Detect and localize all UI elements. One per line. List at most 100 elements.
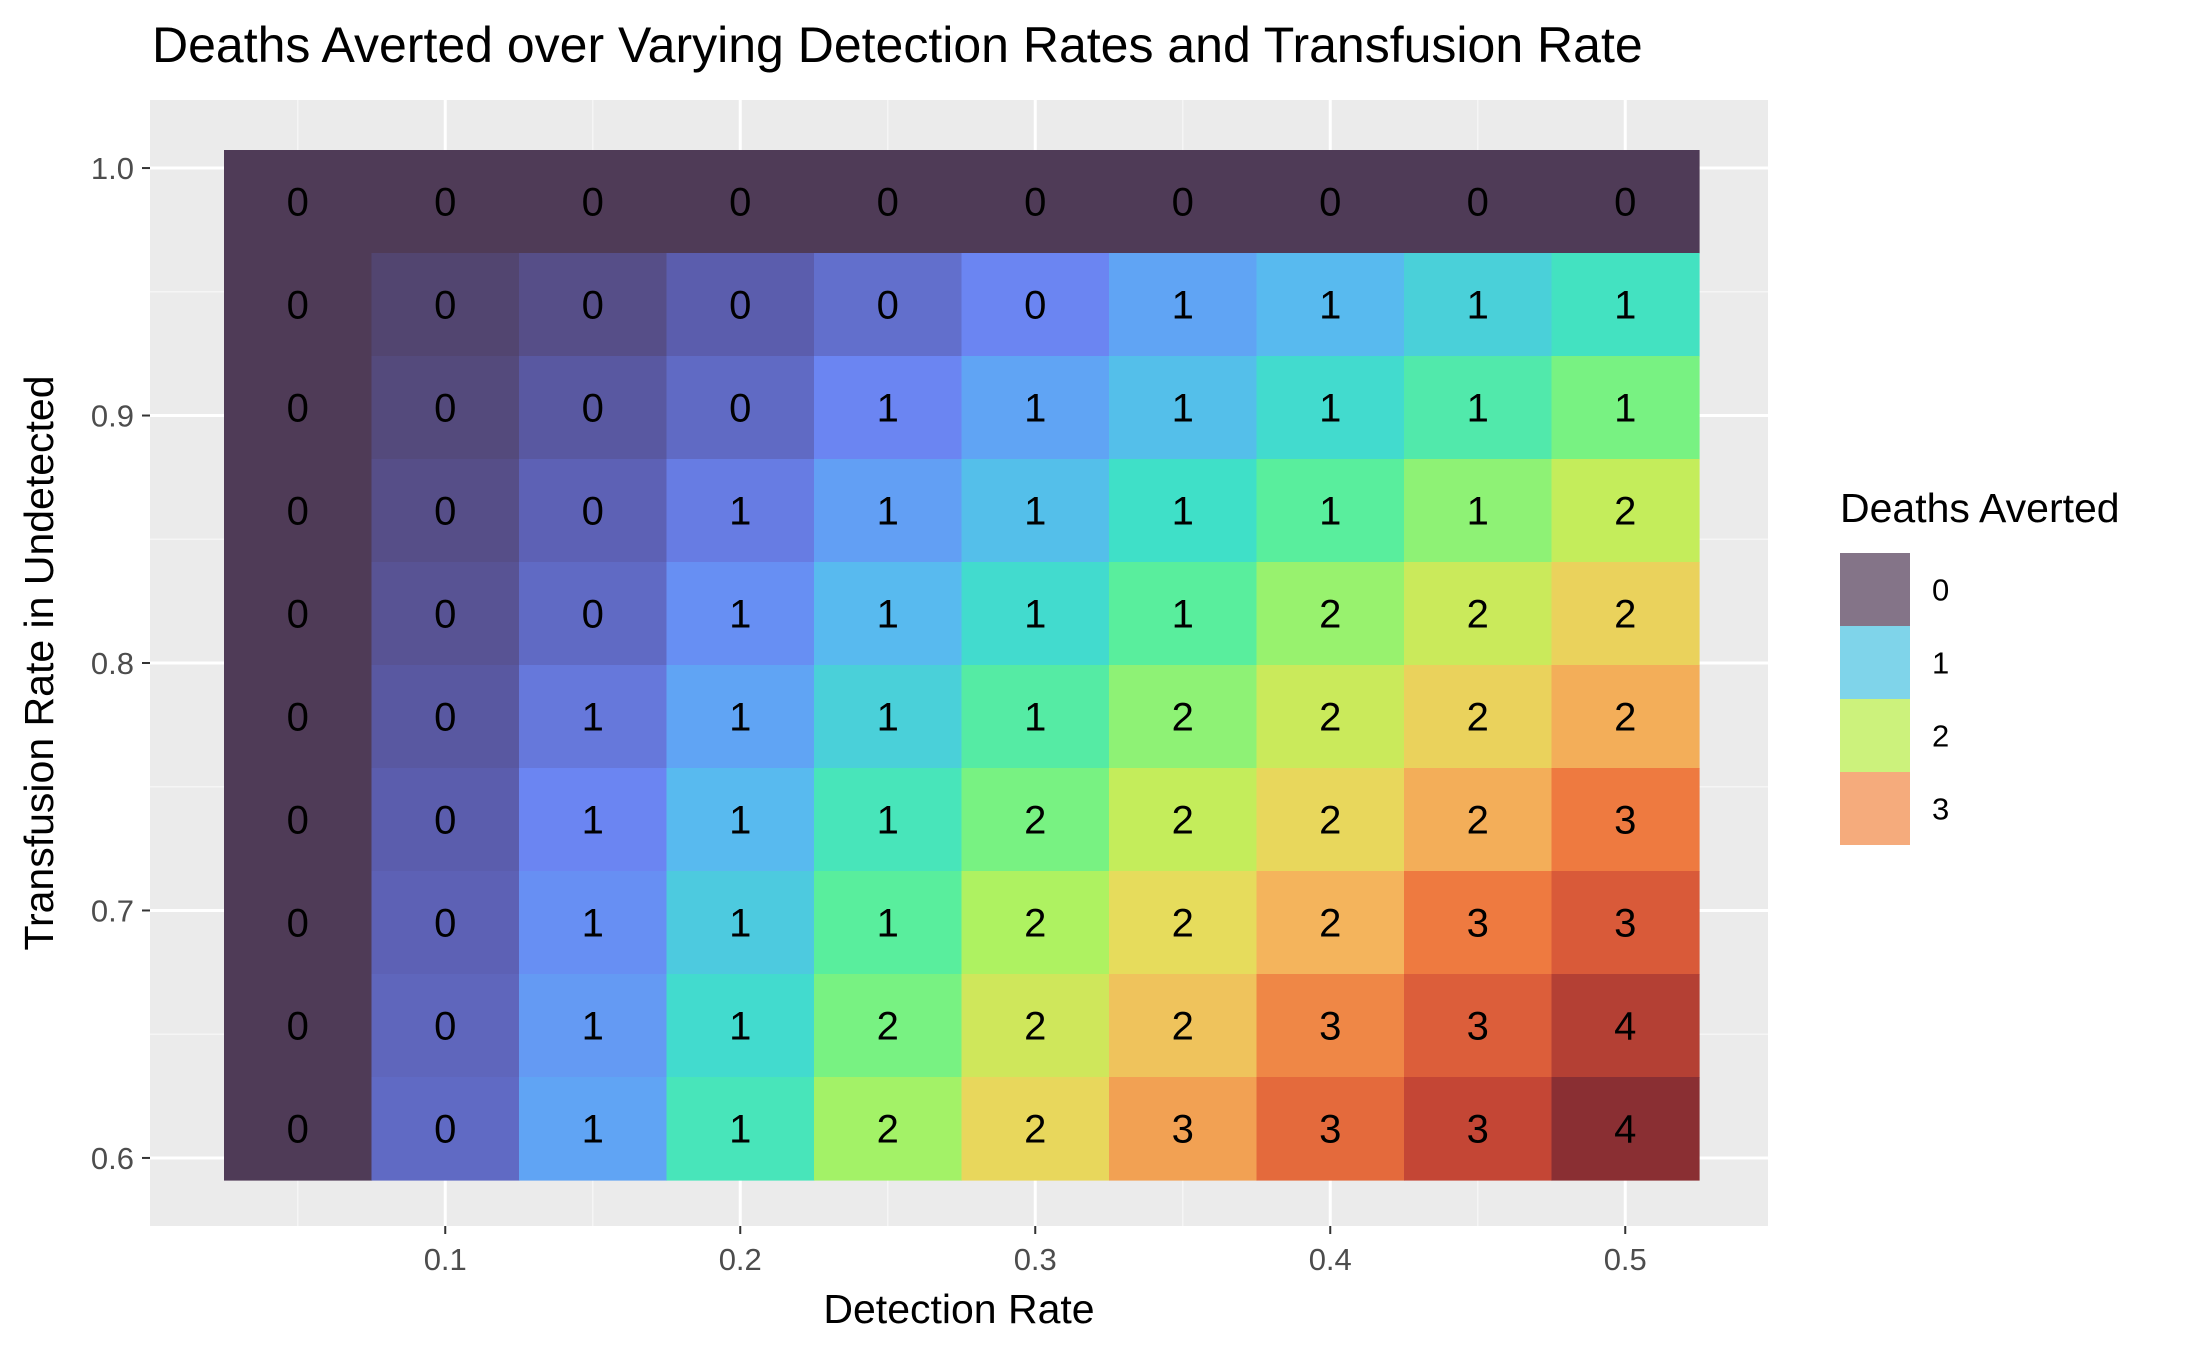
- heatmap-cell: [1551, 768, 1700, 872]
- x-tick-label: 0.2: [719, 1242, 762, 1277]
- heatmap-cell: [1256, 562, 1405, 666]
- heatmap-cell: [961, 253, 1110, 357]
- cell-value-label: 2: [1319, 593, 1341, 637]
- cell-value-label: 0: [729, 284, 751, 328]
- cell-value-label: 1: [729, 593, 751, 637]
- heatmap-cell: [666, 768, 815, 872]
- cell-value-label: 2: [1467, 593, 1489, 637]
- cell-value-label: 2: [877, 1108, 899, 1152]
- legend: Deaths Averted 0 1 2 3: [1840, 485, 2120, 845]
- heatmap-cell: [1404, 1077, 1553, 1181]
- heatmap-cell: [519, 974, 668, 1078]
- cell-value-label: 0: [287, 1108, 309, 1152]
- heatmap-cell: [961, 356, 1110, 460]
- cell-value-label: 0: [434, 593, 456, 637]
- cell-value-label: 1: [729, 902, 751, 946]
- cell-value-label: 0: [287, 799, 309, 843]
- legend-title: Deaths Averted: [1840, 485, 2120, 531]
- cell-value-label: 2: [1614, 490, 1636, 534]
- heatmap-cell: [371, 150, 520, 254]
- heatmap-cell: [666, 356, 815, 460]
- heatmap-cell: [1256, 150, 1405, 254]
- y-tick-label: 0.7: [91, 893, 134, 928]
- heatmap-cell: [224, 562, 373, 666]
- heatmap-cells: [224, 150, 1700, 1181]
- heatmap-cell: [1256, 974, 1405, 1078]
- heatmap-cell: [224, 150, 373, 254]
- cell-value-label: 1: [729, 799, 751, 843]
- heatmap-cell: [1109, 253, 1258, 357]
- heatmap-cell: [1109, 562, 1258, 666]
- cell-value-label: 0: [434, 696, 456, 740]
- cell-value-label: 1: [729, 1108, 751, 1152]
- cell-value-label: 2: [1024, 799, 1046, 843]
- heatmap-cell: [814, 150, 963, 254]
- heatmap-cell: [1404, 253, 1553, 357]
- cell-value-label: 0: [877, 284, 899, 328]
- legend-key: [1840, 772, 1910, 845]
- x-axis-ticks: 0.1 0.2 0.3 0.4 0.5: [424, 1226, 1647, 1277]
- cell-value-label: 1: [729, 696, 751, 740]
- cell-value-label: 1: [1319, 490, 1341, 534]
- cell-value-label: 0: [287, 284, 309, 328]
- legend-label: 3: [1932, 792, 1949, 827]
- heatmap-cell: [1109, 1077, 1258, 1181]
- cell-value-label: 1: [1172, 593, 1194, 637]
- heatmap-cell: [666, 562, 815, 666]
- cell-value-label: 2: [1467, 696, 1489, 740]
- heatmap-cell: [1551, 974, 1700, 1078]
- cell-value-label: 1: [877, 490, 899, 534]
- heatmap-cell: [371, 768, 520, 872]
- heatmap-cell: [371, 1077, 520, 1181]
- heatmap-cell: [371, 459, 520, 563]
- cell-value-label: 0: [434, 284, 456, 328]
- heatmap-cell: [1404, 150, 1553, 254]
- heatmap-cell: [1404, 974, 1553, 1078]
- cell-value-label: 0: [434, 181, 456, 225]
- cell-value-label: 0: [287, 490, 309, 534]
- heatmap-cell: [666, 253, 815, 357]
- heatmap-cell: [961, 665, 1110, 769]
- heatmap-cell: [961, 768, 1110, 872]
- cell-value-label: 0: [287, 387, 309, 431]
- cell-value-label: 2: [1024, 1108, 1046, 1152]
- cell-value-label: 0: [729, 387, 751, 431]
- y-tick-label: 0.8: [91, 646, 134, 681]
- heatmap-cell: [1109, 871, 1258, 975]
- cell-value-label: 2: [1172, 696, 1194, 740]
- heatmap-cell: [814, 768, 963, 872]
- heatmap-cell: [519, 150, 668, 254]
- heatmap-cell: [224, 1077, 373, 1181]
- cell-value-label: 1: [1614, 284, 1636, 328]
- heatmap-cell: [371, 665, 520, 769]
- heatmap-cell: [1404, 768, 1553, 872]
- cell-value-label: 1: [1467, 490, 1489, 534]
- heatmap-cell: [1404, 871, 1553, 975]
- cell-value-label: 0: [1172, 181, 1194, 225]
- cell-value-label: 1: [1024, 387, 1046, 431]
- cell-value-label: 0: [287, 593, 309, 637]
- legend-label: 1: [1932, 646, 1949, 681]
- heatmap-cell: [814, 871, 963, 975]
- heatmap-cell: [1256, 459, 1405, 563]
- cell-value-label: 0: [287, 696, 309, 740]
- legend-key: [1840, 626, 1910, 699]
- cell-value-label: 1: [1172, 284, 1194, 328]
- cell-value-label: 0: [287, 902, 309, 946]
- heatmap-cell: [371, 871, 520, 975]
- cell-value-label: 3: [1614, 902, 1636, 946]
- cell-value-label: 0: [582, 181, 604, 225]
- heatmap-cell: [519, 562, 668, 666]
- cell-value-label: 1: [1467, 387, 1489, 431]
- cell-value-label: 0: [287, 181, 309, 225]
- heatmap-cell: [224, 356, 373, 460]
- cell-value-label: 3: [1319, 1005, 1341, 1049]
- heatmap-cell: [1256, 871, 1405, 975]
- heatmap-cell: [814, 562, 963, 666]
- cell-value-label: 1: [729, 490, 751, 534]
- heatmap-cell: [961, 150, 1110, 254]
- heatmap-cell: [224, 459, 373, 563]
- cell-value-label: 0: [1614, 181, 1636, 225]
- heatmap-cell: [1551, 665, 1700, 769]
